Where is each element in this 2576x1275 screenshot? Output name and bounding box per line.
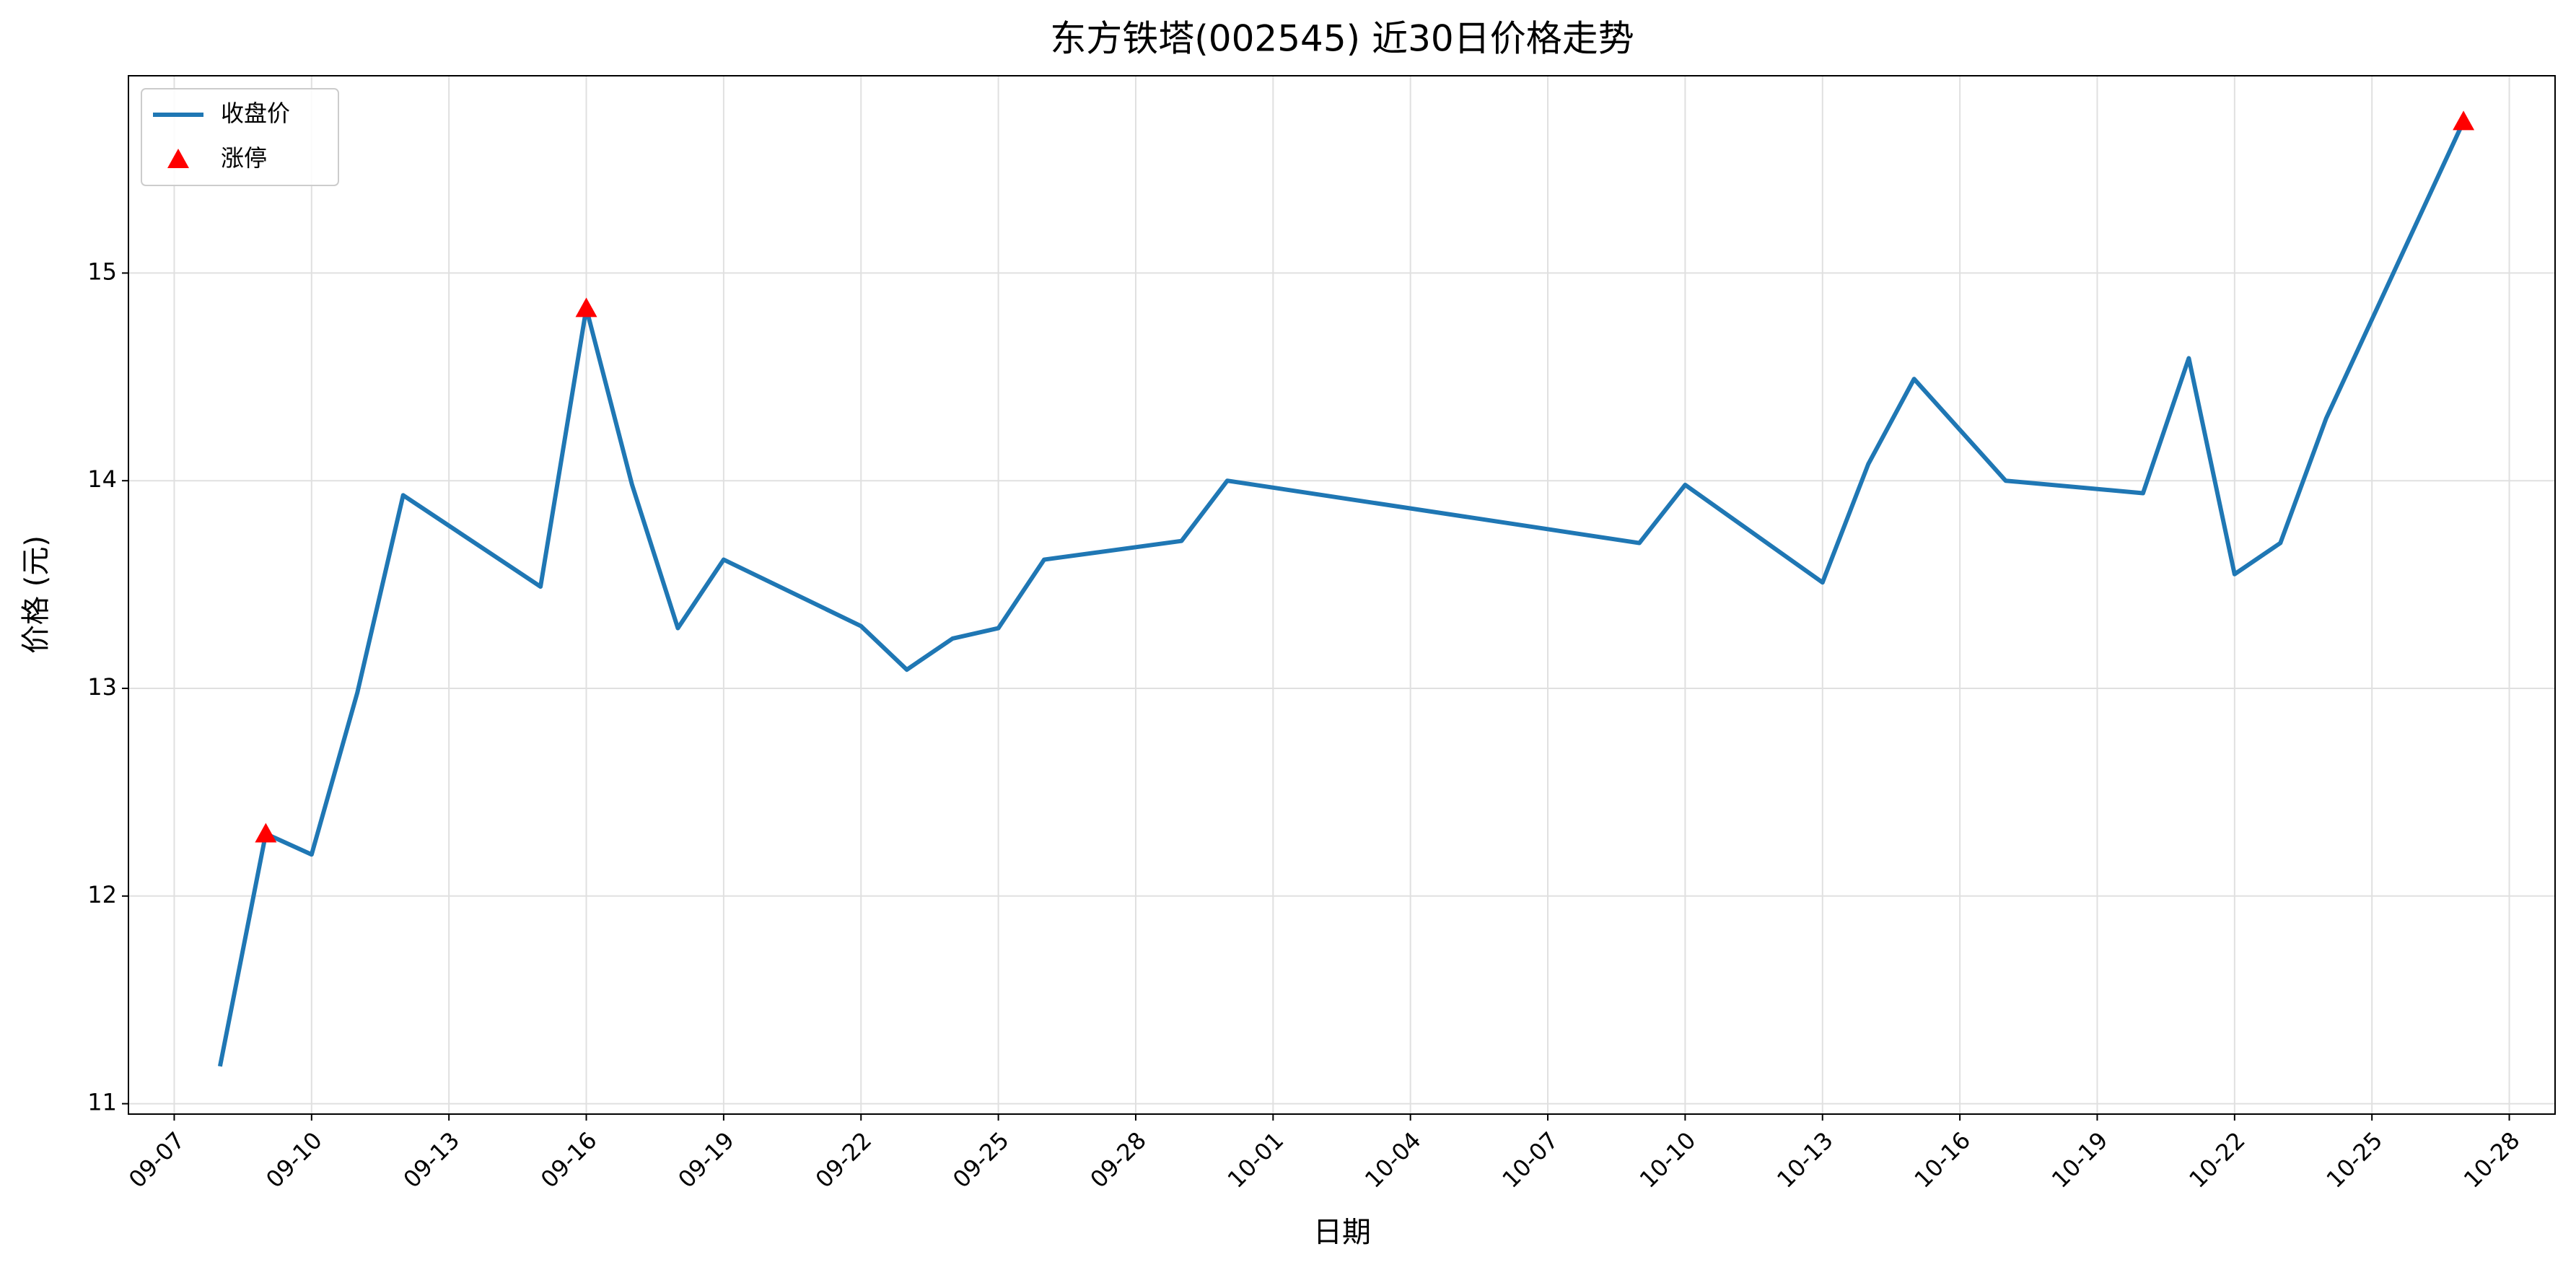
- legend-label: 收盘价: [221, 100, 290, 127]
- y-tick-label: 11: [87, 1089, 117, 1116]
- plot-frame: [128, 75, 2556, 1115]
- y-axis-label: 价格 (元): [19, 535, 53, 654]
- y-tick-label: 13: [87, 673, 117, 701]
- limit-up-marker: [575, 297, 597, 317]
- x-axis-label: 日期: [1313, 1216, 1371, 1249]
- chart-title: 东方铁塔(002545) 近30日价格走势: [1050, 18, 1634, 60]
- y-tick-label: 15: [87, 258, 117, 285]
- y-tick-label: 14: [87, 465, 117, 493]
- legend-label: 涨停: [221, 144, 267, 172]
- price-line: [217, 121, 2466, 1067]
- y-tick-label: 12: [87, 881, 117, 908]
- limit-up-marker: [2453, 110, 2475, 131]
- legend-swatch: [167, 149, 189, 168]
- limit-up-marker: [255, 823, 277, 843]
